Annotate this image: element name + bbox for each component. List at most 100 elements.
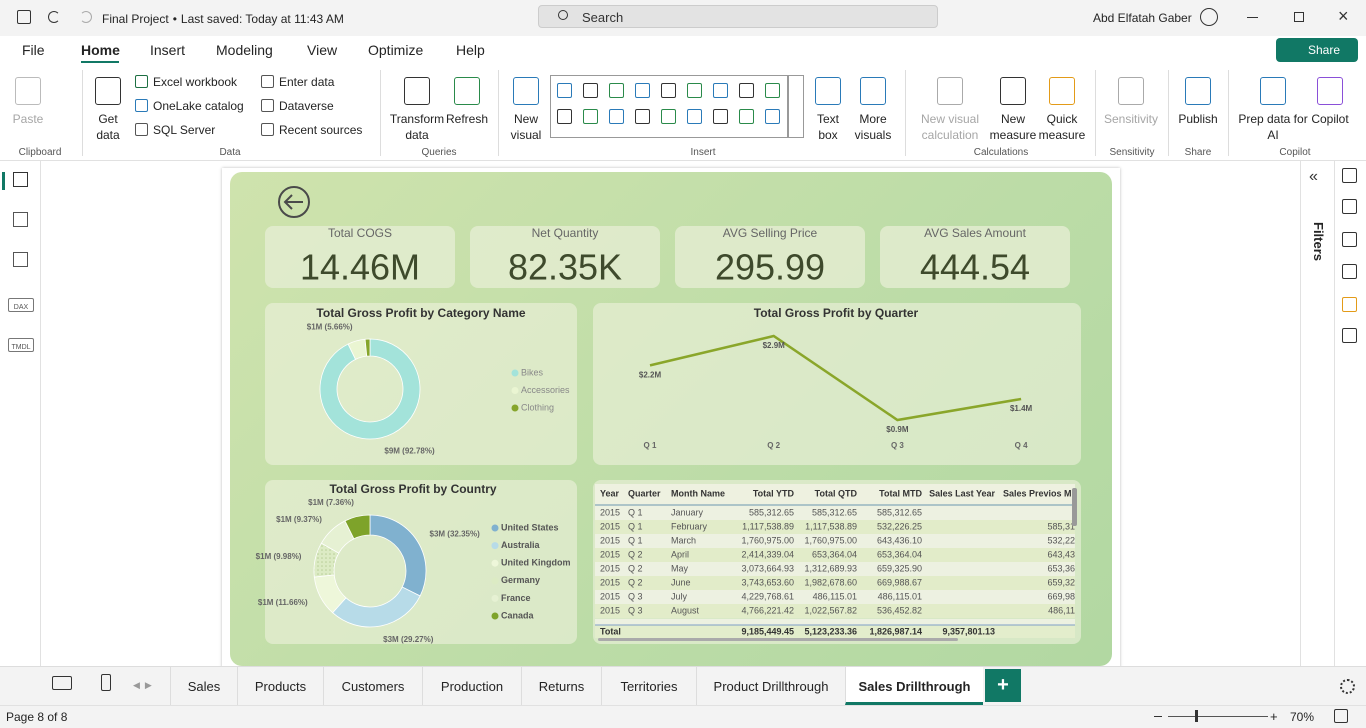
ribbon-button[interactable]: Paste <box>8 111 48 127</box>
desktop-view[interactable] <box>52 676 72 690</box>
ribbon-button[interactable]: New visual calculation <box>917 111 983 143</box>
menu-item[interactable]: Insert <box>150 42 185 58</box>
ribbon-button[interactable]: Quick measure <box>1037 111 1087 143</box>
visual-icon[interactable] <box>765 109 780 124</box>
menu-item[interactable]: Modeling <box>216 42 273 58</box>
visual-icon[interactable] <box>583 109 598 124</box>
page-tab[interactable]: Products <box>237 667 323 705</box>
ribbon-icon <box>1260 77 1286 105</box>
settings-icon[interactable] <box>1340 679 1355 694</box>
ribbon-button[interactable]: Refresh <box>445 111 489 127</box>
page-tab[interactable]: Customers <box>323 667 422 705</box>
visual-icon[interactable] <box>739 83 754 98</box>
search-label: Search <box>582 10 623 25</box>
ribbon-icon <box>135 99 148 112</box>
page-tab[interactable]: Sales Drillthrough <box>845 667 983 705</box>
fit-page[interactable] <box>1334 709 1348 723</box>
page-tab[interactable]: Product Drillthrough <box>696 667 845 705</box>
ribbon-icon <box>1317 77 1343 105</box>
zoom-slider[interactable] <box>1168 716 1268 717</box>
nav-icon[interactable] <box>13 212 28 227</box>
visual-icon[interactable] <box>635 109 650 124</box>
nav-icon[interactable] <box>13 252 28 267</box>
ribbon-separator <box>498 70 499 156</box>
minimize-button[interactable] <box>1247 17 1258 18</box>
visual-icon[interactable] <box>609 83 624 98</box>
menu-item[interactable]: File <box>22 42 45 58</box>
maximize-button[interactable] <box>1294 12 1304 22</box>
filters-label[interactable]: Filters <box>1311 222 1326 261</box>
share-button[interactable]: Share <box>1276 38 1358 62</box>
save-icon <box>17 10 31 24</box>
ribbon-button[interactable]: OneLake catalog <box>153 99 244 113</box>
visual-icon[interactable] <box>713 109 728 124</box>
ribbon-button[interactable]: Text box <box>811 111 845 143</box>
menu-item[interactable]: Home <box>81 42 120 58</box>
ribbon-button[interactable]: New measure <box>988 111 1038 143</box>
visual-icon[interactable] <box>687 109 702 124</box>
visual-icon[interactable] <box>557 83 572 98</box>
visual-icon[interactable] <box>713 83 728 98</box>
user-avatar <box>1200 8 1218 26</box>
toolbar-icon[interactable] <box>1342 168 1357 183</box>
add-page[interactable]: + <box>985 669 1021 702</box>
ribbon-separator <box>1228 70 1229 156</box>
nav-icon[interactable] <box>13 172 28 187</box>
ribbon-button[interactable]: Prep data for AI <box>1237 111 1309 143</box>
ribbon-icon <box>261 75 274 88</box>
menu-item[interactable]: Help <box>456 42 485 58</box>
visual-icon[interactable] <box>661 109 676 124</box>
visual-icon[interactable] <box>739 109 754 124</box>
ribbon-button[interactable]: Copilot <box>1305 111 1355 127</box>
page-tab[interactable]: Production <box>422 667 521 705</box>
ribbon-button[interactable]: More visuals <box>850 111 896 143</box>
toolbar-icon[interactable] <box>1342 199 1357 214</box>
ribbon-button[interactable]: Dataverse <box>279 99 334 113</box>
visual-icon[interactable] <box>661 83 676 98</box>
ribbon-button[interactable]: Get data <box>88 111 128 143</box>
undo-icon <box>48 11 60 23</box>
menu-item[interactable]: View <box>307 42 337 58</box>
ribbon-separator <box>1168 70 1169 156</box>
tab-nav[interactable]: ◀ ▶ <box>133 680 152 691</box>
toolbar-icon[interactable] <box>1342 264 1357 279</box>
visual-icon[interactable] <box>765 83 780 98</box>
gallery-scroll[interactable] <box>788 75 804 138</box>
left-nav <box>0 161 41 666</box>
ribbon-button[interactable]: Recent sources <box>279 123 362 137</box>
zoom-plus[interactable]: + <box>1270 709 1278 724</box>
collapse-icon[interactable]: « <box>1309 168 1318 186</box>
visual-icon[interactable] <box>609 109 624 124</box>
zoom-minus[interactable] <box>1154 716 1162 717</box>
visual-icon[interactable] <box>635 83 650 98</box>
page-tab[interactable]: Returns <box>521 667 601 705</box>
ribbon-button[interactable]: Publish <box>1173 111 1223 127</box>
ribbon-icon <box>95 77 121 105</box>
ribbon-separator <box>1095 70 1096 156</box>
ribbon-icon <box>261 123 274 136</box>
menu-item[interactable]: Optimize <box>368 42 423 58</box>
mobile-view[interactable] <box>101 674 111 691</box>
ribbon-button[interactable]: Excel workbook <box>153 75 237 89</box>
page-tab[interactable]: Sales <box>170 667 237 705</box>
report-background <box>230 172 1112 666</box>
ribbon-button[interactable]: Transform data <box>387 111 447 143</box>
ribbon-button[interactable]: Enter data <box>279 75 334 89</box>
ribbon-button[interactable]: New visual <box>506 111 546 143</box>
zoom-thumb[interactable] <box>1195 710 1198 722</box>
visual-icon[interactable] <box>557 109 572 124</box>
ribbon-group-label: Insert <box>653 147 753 158</box>
nav-label[interactable]: DAX <box>8 298 34 312</box>
nav-label[interactable]: TMDL <box>8 338 34 352</box>
visual-icon[interactable] <box>687 83 702 98</box>
ribbon-icon <box>1185 77 1211 105</box>
ribbon-icon <box>1118 77 1144 105</box>
close-button[interactable]: × <box>1338 6 1349 27</box>
ribbon-button[interactable]: Sensitivity <box>1101 111 1161 127</box>
ribbon-button[interactable]: SQL Server <box>153 123 215 137</box>
toolbar-icon[interactable] <box>1342 328 1357 343</box>
toolbar-icon[interactable] <box>1342 232 1357 247</box>
page-tab[interactable]: Territories <box>601 667 696 705</box>
toolbar-icon[interactable] <box>1342 297 1357 312</box>
visual-icon[interactable] <box>583 83 598 98</box>
